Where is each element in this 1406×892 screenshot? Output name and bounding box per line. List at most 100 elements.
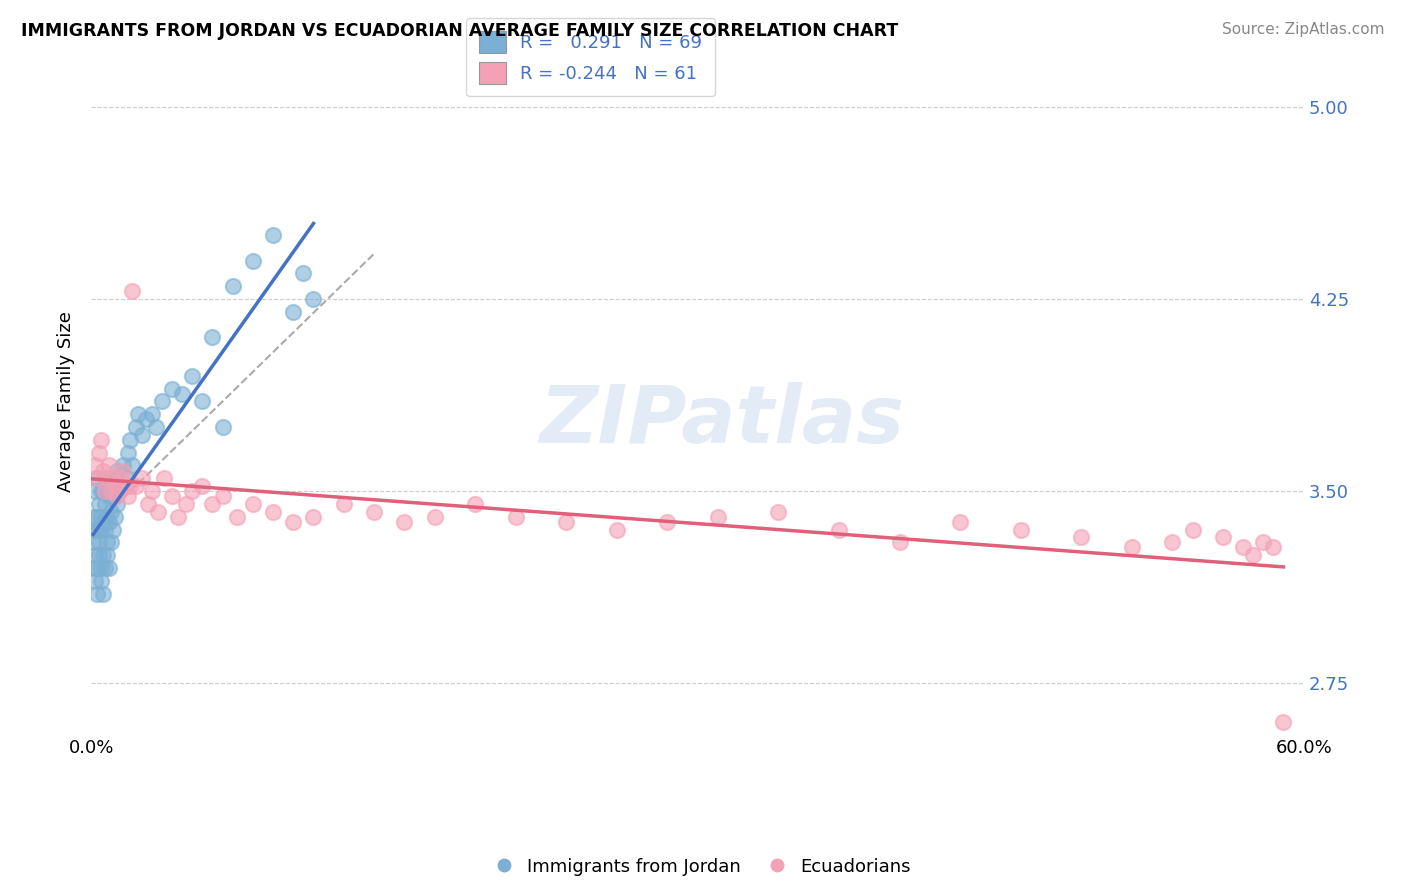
Point [90, 433, 112, 447]
Point [423, 509, 446, 524]
Point [94, 471, 117, 485]
Point [768, 505, 790, 519]
Point [131, 427, 153, 442]
Point [112, 458, 135, 473]
Point [1251, 535, 1274, 549]
Point [90, 574, 112, 588]
Point [103, 523, 125, 537]
Point [828, 523, 851, 537]
Point [91, 586, 114, 600]
Point [82, 509, 104, 524]
Point [655, 515, 678, 529]
Point [1241, 548, 1264, 562]
Point [394, 515, 416, 529]
Point [98, 515, 121, 529]
Point [211, 489, 233, 503]
Point [94, 561, 117, 575]
Point [889, 535, 911, 549]
Point [262, 227, 284, 242]
Legend: Immigrants from Jordan, Ecuadorians: Immigrants from Jordan, Ecuadorians [488, 851, 918, 883]
Point [141, 407, 163, 421]
Point [112, 464, 135, 478]
Point [1070, 530, 1092, 544]
Point [103, 471, 125, 485]
Point [211, 420, 233, 434]
Point [555, 515, 578, 529]
Point [100, 505, 122, 519]
Point [86, 586, 108, 600]
Point [505, 509, 527, 524]
Point [160, 489, 183, 503]
Point [292, 267, 315, 281]
Point [1272, 714, 1295, 729]
Point [124, 479, 146, 493]
Point [160, 382, 183, 396]
Point [114, 479, 136, 493]
Point [242, 253, 264, 268]
Point [201, 497, 224, 511]
Point [1010, 523, 1032, 537]
Point [86, 523, 108, 537]
Point [181, 484, 204, 499]
Point [91, 515, 114, 529]
Point [121, 458, 143, 473]
Point [90, 561, 112, 575]
Point [333, 497, 356, 511]
Point [141, 484, 163, 499]
Point [131, 471, 153, 485]
Point [94, 523, 117, 537]
Point [84, 548, 107, 562]
Point [84, 484, 107, 499]
Point [98, 489, 121, 503]
Point [86, 471, 108, 485]
Point [82, 561, 104, 575]
Point [1181, 523, 1204, 537]
Point [89, 548, 111, 562]
Y-axis label: Average Family Size: Average Family Size [58, 311, 75, 491]
Point [90, 484, 112, 499]
Point [174, 497, 197, 511]
Point [1212, 530, 1234, 544]
Point [118, 479, 141, 493]
Point [86, 509, 108, 524]
Point [84, 458, 107, 473]
Text: IMMIGRANTS FROM JORDAN VS ECUADORIAN AVERAGE FAMILY SIZE CORRELATION CHART: IMMIGRANTS FROM JORDAN VS ECUADORIAN AVE… [21, 22, 898, 40]
Point [127, 407, 149, 421]
Point [181, 368, 204, 383]
Point [118, 433, 141, 447]
Point [110, 471, 132, 485]
Point [96, 509, 118, 524]
Point [121, 285, 143, 299]
Point [86, 561, 108, 575]
Text: ZIPatlas: ZIPatlas [538, 383, 904, 460]
Point [91, 484, 114, 499]
Point [464, 497, 486, 511]
Point [96, 535, 118, 549]
Point [108, 484, 131, 499]
Point [153, 471, 176, 485]
Point [82, 535, 104, 549]
Point [135, 412, 157, 426]
Point [114, 471, 136, 485]
Point [89, 497, 111, 511]
Point [84, 523, 107, 537]
Point [136, 497, 159, 511]
Point [117, 489, 139, 503]
Point [172, 386, 194, 401]
Point [91, 464, 114, 478]
Point [283, 305, 305, 319]
Point [94, 497, 117, 511]
Point [191, 394, 214, 409]
Point [225, 509, 247, 524]
Point [100, 484, 122, 499]
Point [167, 509, 190, 524]
Point [1121, 541, 1143, 555]
Point [100, 471, 122, 485]
Point [107, 489, 129, 503]
Point [94, 484, 117, 499]
Point [302, 509, 325, 524]
Point [100, 535, 122, 549]
Point [90, 509, 112, 524]
Point [117, 445, 139, 459]
Point [283, 515, 305, 529]
